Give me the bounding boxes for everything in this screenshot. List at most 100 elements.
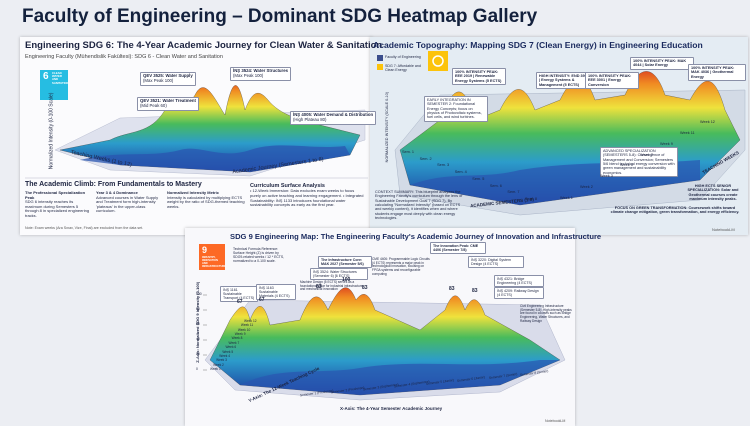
z-tick-label: 100 <box>196 292 202 296</box>
column: The Professional Specialization Peak SDG … <box>25 190 91 219</box>
x-tick-label: Sem. 3 <box>437 163 450 168</box>
legend-icon <box>377 64 383 70</box>
axis-title: NORMALIZED INTENSITY (SCALE 0-10) <box>385 91 390 163</box>
annotation-course: İNŞ 4005: Water Demand & Distribution <box>293 112 374 117</box>
annotation: HIGH ECTS SENIOR SPECIALIZATION: Solar a… <box>687 184 739 202</box>
footer: NotebookLM <box>712 227 735 232</box>
column-text: Advanced courses in Water Supply and Tre… <box>96 194 159 214</box>
peak-label: 83 <box>449 286 455 292</box>
panel-title: SDG 9 Engineering Map: The Engineering F… <box>230 232 602 241</box>
x-tick-label: Sem. 8 <box>525 197 538 201</box>
annotation: Technical Formula Reference: Surface Hei… <box>233 247 285 263</box>
column-text: Intensity is calculated by multiplying E… <box>167 194 245 209</box>
badge-label: CLEAN WATER AND SANITATION <box>52 71 69 85</box>
legend-entry: Faculty of Engineering <box>385 55 421 59</box>
annotation: ADVANCED SPECIALIZATION (SEMESTERS 5-8):… <box>600 147 678 178</box>
column: Curriculum Surface Analysis • 12-Week Imm… <box>250 183 365 208</box>
annotation: İNŞ 3524: Water Structures (Max Peak 100) <box>230 67 292 81</box>
annotation-note: (Mid Peak 60) <box>140 102 167 108</box>
y-tick-label: Week 12 <box>244 319 257 323</box>
context-summary: CONTEXT SUMMARY: This blueprint analyzes… <box>375 190 463 221</box>
annotation: İNŞ 4209: Railway Design (4 ECTS) <box>494 287 544 300</box>
x-tick-label: Sem. 1 <box>402 150 415 154</box>
y-tick-label: Week 12 <box>700 120 715 124</box>
y-tick-label: Week 7 <box>640 152 653 157</box>
axis-title: X-Axis: The 4-Year Semester Academic Jou… <box>340 406 443 411</box>
annotation-course: QEV 3525: Water Supply <box>143 73 193 78</box>
z-tick-label: 80 <box>196 307 200 311</box>
annotation: HIGH INTENSITY: END 3964 | Energy System… <box>536 72 592 90</box>
annotation: İNŞ 1163 Sustainable Materials (4 ECTS) <box>256 284 296 301</box>
y-tick-label: Week 3 <box>216 358 227 363</box>
peak-label: 83 <box>316 284 322 290</box>
column-heading: The Professional Specialization Peak <box>25 190 86 200</box>
x-tick-label: Sem. 6 <box>489 183 502 188</box>
peak-label: 83 <box>472 288 478 294</box>
y-tick-label: Week 1 <box>210 367 221 371</box>
annotation: İNŞ 1161 Sustainable Transport (4 ECTS) <box>220 286 258 303</box>
column: Year 3 & 4 Dominance Advanced courses in … <box>96 190 162 214</box>
badge-number: 6 <box>43 71 49 82</box>
x-tick-label: Sem. 7 <box>507 190 520 195</box>
panel-title: Academic Topography: Mapping SDG 7 (Clea… <box>373 40 703 50</box>
surface-sdg6 <box>54 85 366 177</box>
annotation: 100% INTENSITY PEAK: EEE 2019 | Renewabl… <box>452 68 506 86</box>
annotation: İNŞ 4005: Water Demand & Distribution (Hi… <box>290 111 377 125</box>
annotation-course: QEV 3521: Water Treatment <box>140 98 196 103</box>
badge-label: INDUSTRY, INNOVATION AND INFRASTRUCTURE <box>202 256 226 268</box>
annotation-note: (Max Peak 100) <box>233 72 264 78</box>
annotation: 100% INTENSITY PEAK: MAK 4044 | Solar En… <box>630 57 694 70</box>
x-tick-label: Sem. 2 <box>419 156 432 161</box>
y-tick-label: Week 6 <box>225 345 237 350</box>
y-tick-label: Week 11 <box>680 130 695 135</box>
z-tick-label: 40 <box>196 337 200 341</box>
y-tick-label: Week 8 <box>231 336 243 341</box>
legend-icon <box>377 55 383 61</box>
badge-sdg7-icon <box>432 55 444 67</box>
badge-number: 9 <box>202 245 208 255</box>
column-heading: Curriculum Surface Analysis <box>250 183 325 189</box>
annotation: EARLY INTEGRATION IN SEMESTER 2: Foundat… <box>424 96 488 122</box>
footer: NotebookLM <box>545 419 566 423</box>
badge-sdg6 <box>40 70 68 100</box>
annotation: CME 4406: Programmable Logic Circuits (4… <box>372 257 430 276</box>
column-text: SDG 6 intensity reaches its maximum duri… <box>25 199 90 218</box>
y-tick-label: Week 5 <box>222 349 234 354</box>
legend-entry: SDG 7: Affordable and Clean Energy <box>385 64 421 73</box>
annotation: İNŞ 3220: Digital System Design (4 ECTS) <box>468 256 524 269</box>
section-title: The Academic Climb: From Fundamentals to… <box>25 181 202 188</box>
column: Normalized Intensity Metric Intensity is … <box>167 190 245 209</box>
column-heading: Year 3 & 4 Dominance <box>96 190 138 195</box>
annotation: İNŞ 4321: Bridge Engineering (4 ECTS) <box>494 275 544 288</box>
z-tick-label: 60 <box>196 322 200 326</box>
column-text: • 12-Week Immersion: Data excludes exam … <box>250 188 364 208</box>
y-tick-label: Week 9 <box>660 141 673 146</box>
x-tick-label: Sem. 4 <box>454 170 467 175</box>
annotation: 100% INTENSITY PEAK: MAK 4036 | Geotherm… <box>688 64 746 82</box>
badge-sdg7 <box>428 51 448 71</box>
annotation-course: İNŞ 3524: Water Structures <box>233 68 289 73</box>
y-tick-label: Week 4 <box>219 353 231 358</box>
y-tick-label: Week 10 <box>237 327 251 332</box>
annotation: The Infrastructure Core: MAK 2027 (Semes… <box>318 256 372 269</box>
y-tick-label: Week 1 <box>560 196 573 200</box>
y-tick-label: Week 9 <box>234 332 246 337</box>
annotation-note: (High Plateau 80) <box>293 116 327 122</box>
annotation: İNŞ 3524: Water Structures (Semester 6) … <box>310 268 368 281</box>
z-tick-label: 0 <box>196 367 198 371</box>
annotation: Civil Engineering Infrastructure (Semest… <box>520 304 572 323</box>
y-tick-label: Week 2 <box>580 185 593 190</box>
y-tick-label: Week 2 <box>213 362 224 367</box>
annotation: Machine Design (5 ECTS) serves as a foun… <box>300 280 363 292</box>
annotation-note: (Max Peak 100) <box>143 77 174 83</box>
peak-label: 67 <box>259 297 265 303</box>
peak-label: 67 <box>237 299 243 305</box>
annotation: QEV 3525: Water Supply (Max Peak 100) <box>140 72 196 86</box>
z-tick-label: 20 <box>196 352 200 356</box>
page-title: Faculty of Engineering – Dominant SDG He… <box>22 6 538 27</box>
y-tick-label: Week 5 <box>620 163 633 168</box>
y-tick-label: Week 3 <box>600 174 613 179</box>
annotation: The Innovation Peak: CME 4406 (Semester … <box>430 242 486 255</box>
y-tick-label: Week 7 <box>228 340 240 345</box>
